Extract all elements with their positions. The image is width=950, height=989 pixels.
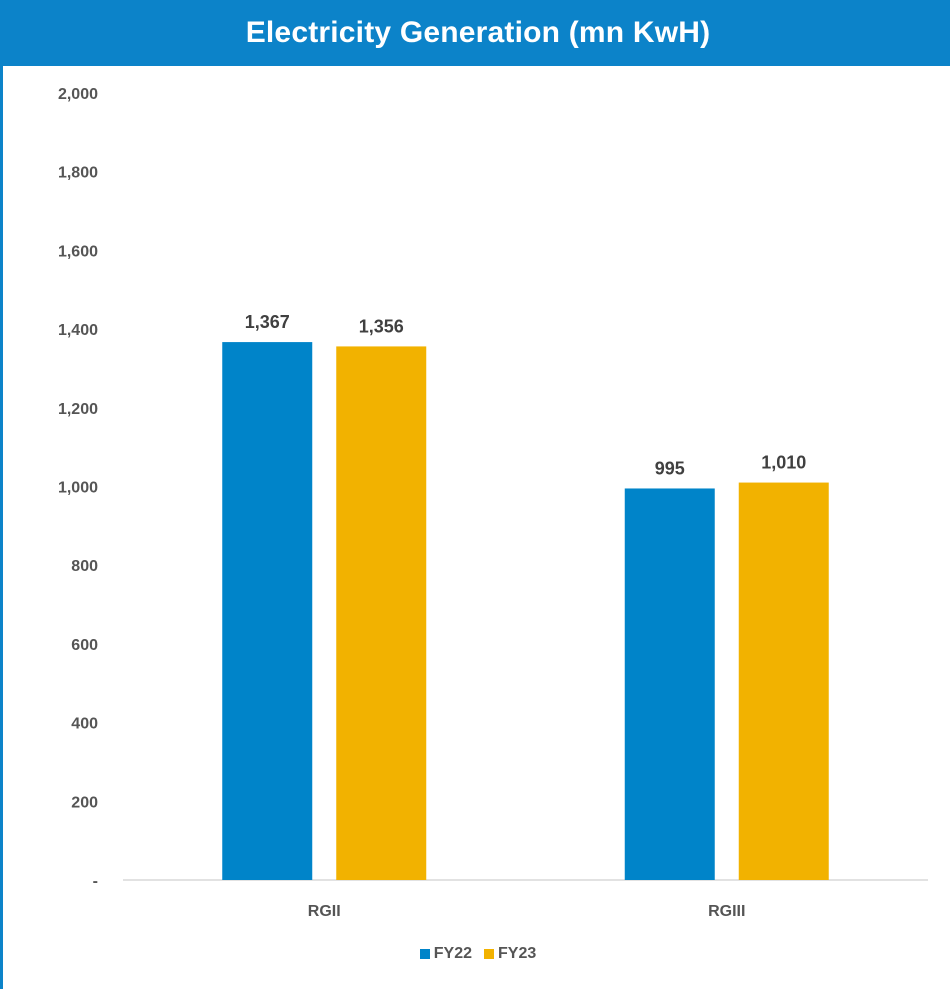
chart-title-bar: Electricity Generation (mn KwH) [3,0,950,66]
y-axis-ticks: - 200 400 600 800 1,000 1,200 1,400 1,600 1,800 2,… [58,86,98,890]
y-tick-label: 800 [71,558,98,575]
data-label-fy22-rgii: 1,367 [245,312,290,332]
legend: FY22 FY23 [3,945,950,963]
y-tick-label: 400 [71,716,98,733]
y-tick-label: - [93,873,98,890]
y-tick-label: 1,800 [58,165,98,182]
data-labels: 1,367 1,356 995 1,010 [245,312,807,478]
bar-fy23-rgiii [738,482,829,880]
bar-fy22-rgiii [624,488,715,880]
y-tick-label: 200 [71,794,98,811]
y-tick-label: 1,400 [58,322,98,339]
x-axis-category-labels: RGII RGIII [308,903,746,920]
y-tick-label: 1,600 [58,243,98,260]
data-label-fy22-rgiii: 995 [655,458,685,478]
legend-swatch [419,949,430,959]
x-category-label: RGIII [708,903,745,920]
legend-label: FY23 [498,945,537,962]
chart-title: Electricity Generation (mn KwH) [245,16,711,49]
legend-item-fy23: FY23 [484,945,536,963]
bar-chart: - 200 400 600 800 1,000 1,200 1,400 1,600 1,800 2,… [58,86,928,920]
legend-label: FY22 [433,945,472,962]
bars [222,342,829,880]
legend-item-fy22: FY22 [419,945,472,963]
y-tick-label: 600 [71,637,98,654]
y-tick-label: 2,000 [58,86,98,103]
legend-swatch [484,949,494,959]
bar-fy22-rgii [222,342,313,880]
bar-fy23-rgii [336,346,427,880]
y-tick-label: 1,200 [58,401,98,418]
data-label-fy23-rgiii: 1,010 [761,453,806,473]
data-label-fy23-rgii: 1,356 [359,316,404,336]
x-category-label: RGII [308,903,341,920]
y-tick-label: 1,000 [58,480,98,497]
